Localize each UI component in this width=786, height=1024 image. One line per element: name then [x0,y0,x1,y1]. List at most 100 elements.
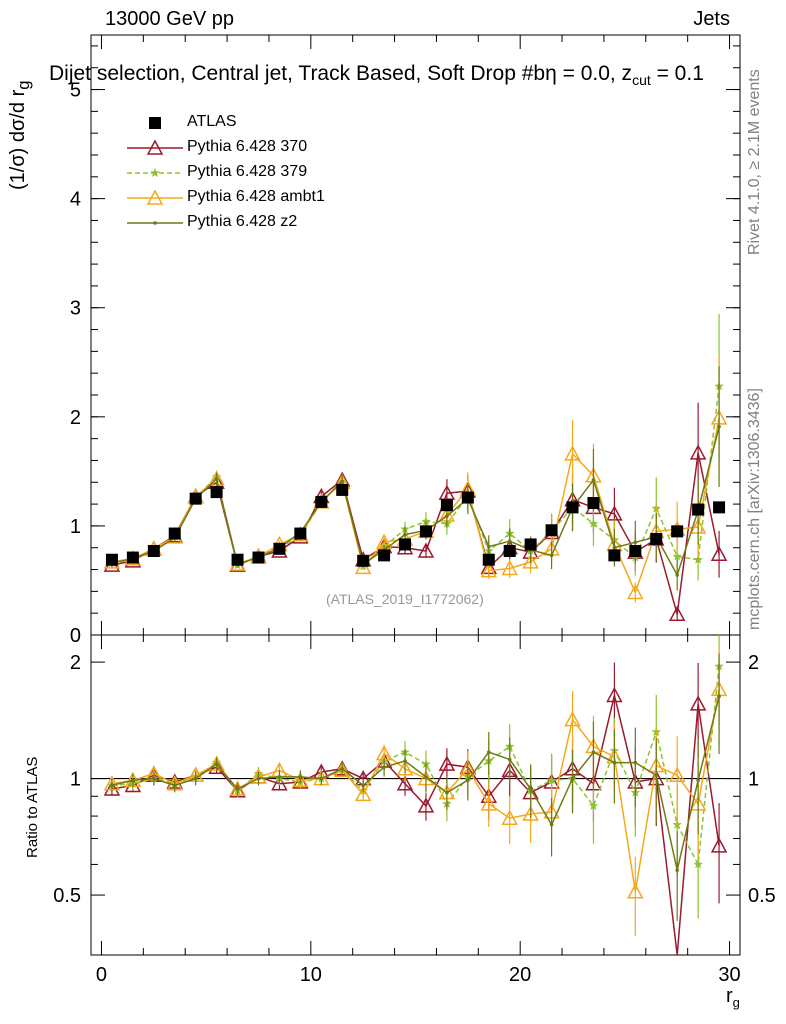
atlas-data-point [336,483,349,496]
series-line [111,417,720,595]
atlas-data-point [126,551,139,564]
data-point [528,787,533,791]
legend-label-z2: Pythia 6.428 z2 [187,213,298,230]
data-point [417,542,435,558]
data-point [438,755,456,771]
data-point [588,800,599,810]
data-point [214,477,219,481]
data-point [564,711,581,727]
atlas-data-point [503,545,516,557]
atlas-data-point [629,545,642,557]
data-point [396,775,414,791]
data-point [298,775,303,779]
legend-marker [146,189,164,205]
data-point [292,771,309,788]
data-point [340,766,345,771]
title-sub: cut [632,72,651,89]
data-point [606,686,623,703]
legend-symbol-z2 [127,221,183,225]
series-line [111,695,720,956]
series-line [111,426,720,577]
data-point [522,553,539,569]
panel-frame [90,634,741,956]
data-point [103,780,121,796]
atlas-data-point [252,551,265,564]
atlas-data-point [608,549,621,562]
mcplots-label: mcplots.cern.ch [arXiv:1306.3436] [746,388,763,630]
data-point [668,605,686,622]
legend-entry-379: Pythia 6.428 379 [125,162,385,187]
main-panel: 0 1 2 3 4 5 [70,34,741,647]
legend-marker [146,139,164,155]
atlas-data-point [482,553,495,566]
data-point [501,809,518,825]
series-line [111,689,720,892]
data-point [501,559,518,576]
legend-entry-atlas: ATLAS [125,112,385,137]
atlas-data-point [692,503,705,516]
data-point [717,694,721,699]
series-pythia-6-428-z2 [110,653,721,921]
y-tick-label: 0.5 [53,885,81,907]
plot-title: Dijet selection, Central jet, Track Base… [49,62,704,88]
atlas-data-point [419,525,432,538]
data-point [549,822,554,827]
xlabel-sub: g [732,995,740,1010]
legend-marker [149,117,161,129]
data-point [612,760,617,765]
xlabel-text: r [726,985,733,1007]
data-point [403,532,407,537]
data-point [696,778,700,783]
data-point [486,544,491,549]
data-point [522,805,539,821]
atlas-data-point [273,542,286,555]
data-point [172,783,177,788]
analysis-watermark: (ATLAS_2019_I1772062) [326,591,484,607]
atlas-data-point [378,549,391,562]
title-end: = 0.1 [650,62,704,85]
y-tick-label: 5 [70,80,81,102]
legend-label-370: Pythia 6.428 370 [187,138,308,155]
series-pythia-6-428-ambt1 [103,354,728,603]
legend-marker [153,221,157,225]
atlas-data-point [357,554,370,567]
y-tick-label: 4 [70,189,81,211]
atlas-data-point [168,527,181,540]
atlas-data-point [440,499,453,512]
y-tick-label-right: 1 [748,769,759,791]
y-tick-label: 2 [70,652,81,674]
atlas-data-point [315,495,328,508]
legend-symbol-379 [127,168,183,177]
ratio-y-axis-label: Ratio to ATLAS [24,756,41,858]
series-pythia-6-428-370 [103,662,728,956]
legend-entry-ambt1: Pythia 6.428 ambt1 [125,187,385,212]
legend-label-ambt1: Pythia 6.428 ambt1 [187,188,325,205]
series-atlas [105,483,726,567]
rivet-version-label: Rivet 4.1.0, ≥ 2.1M events [746,69,763,255]
data-point [382,765,386,770]
ylabel-top-text: (1/σ) dσ/d r [7,89,29,190]
atlas-data-point [210,486,223,499]
x-axis-label: rg [726,985,740,1010]
atlas-data-point [650,533,663,545]
data-point [445,790,449,795]
data-point [633,540,638,545]
legend-entry-370: Pythia 6.428 370 [125,137,385,162]
data-point [361,783,365,788]
data-point [717,424,721,429]
data-point [424,775,428,779]
atlas-data-point [294,527,307,540]
y-tick-label: 1 [70,769,81,791]
atlas-data-point [105,553,118,566]
title-main: Dijet selection, Central jet, Track Base… [49,62,546,85]
y-tick-label: 1 [70,516,81,538]
series-pythia-6-428-379 [107,314,724,581]
data-point [689,444,707,460]
atlas-data-point [545,524,558,537]
data-point [271,775,288,791]
series-line [111,386,720,568]
data-point [591,750,596,754]
ylabel-top-sub: g [14,80,33,90]
x-tick-label: 0 [96,964,107,986]
data-point [591,478,596,482]
